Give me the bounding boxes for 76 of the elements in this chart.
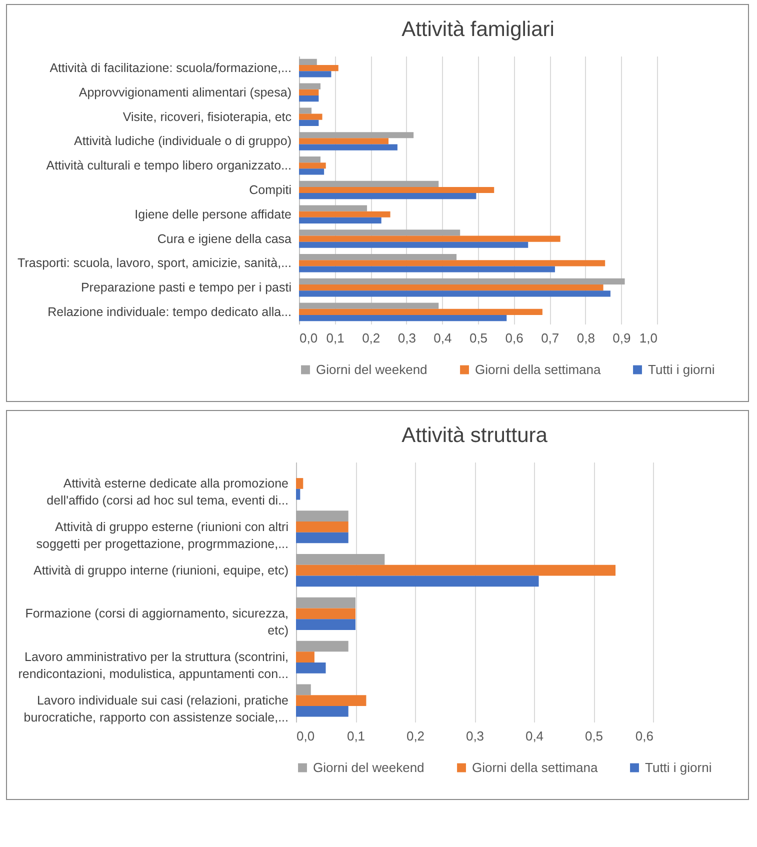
bar [299,254,457,260]
bar [299,120,319,126]
chart-title: Attività famigliari [402,18,554,41]
legend-label: Tutti i giorni [645,760,712,775]
y-tick-label: Visite, ricoveri, fisioterapia, etc [122,110,292,124]
y-tick-label: Preparazione pasti e tempo per i pasti [80,280,292,295]
y-tick-label: Attività di gruppo esterne (riunioni con altri soggetti per progettazione, progrmmazione,... [36,520,288,551]
bar [299,65,338,72]
bar [299,132,414,138]
legend-label: Giorni del weekend [316,362,428,377]
bar [299,302,439,309]
bar [299,266,555,272]
y-tick-label: Lavoro individuale sui casi (relazioni, pratiche burocratiche, rapporto con assistenze sociale,... [24,694,289,725]
bar [299,205,368,212]
bar [299,230,460,236]
chart-title: Attività struttura [402,424,548,447]
x-tick-label: 0,8 [576,330,595,346]
bar [299,162,326,169]
bar [299,96,319,102]
x-tick-label: 0,2 [362,330,380,346]
x-tick-label: 0,3 [466,728,484,744]
bar [299,211,390,218]
y-tick-label: Compiti [249,183,292,197]
x-tick-label: 0,1 [326,330,344,346]
y-tick-label: Attività di facilitazione: scuola/formazione,... [50,61,292,76]
x-tick-label: 0,6 [505,330,524,346]
y-tick-label: Cura e igiene della casa [157,232,292,246]
bar [299,278,625,284]
y-tick-label: Relazione individuale: tempo dedicato alla... [48,304,292,319]
bar [299,290,610,297]
bar [299,83,320,90]
y-tick-label: Trasporti: scuola, lavoro, sport, amicizie, sanità,... [18,256,292,270]
bar [299,89,319,96]
y-tick-label: Lavoro amministrativo per la struttura (scontrini, rendicontazioni, modulistica, appuntamenti con... [18,650,288,682]
y-tick-label: Igiene delle persone affidate [134,207,292,222]
bar [299,260,606,266]
legend-label: Giorni del weekend [313,760,424,775]
bar [299,138,388,144]
bar [299,308,542,315]
x-tick-label: 0,9 [612,330,631,346]
y-tick-label: Attività di gruppo interne (riunioni, equipe, etc) [33,563,288,578]
legend-label: Giorni della settimana [475,362,602,377]
bar [299,217,382,224]
bar [299,314,507,322]
bar [299,193,476,200]
bar [299,144,398,150]
y-tick-label: Attività culturali e tempo libero organizzato... [46,158,292,173]
bar [299,71,332,78]
y-tick-label: Approvvigionamenti alimentari (spesa) [78,85,292,100]
x-tick-label: 0,4 [434,330,452,346]
x-tick-label: 0,1 [346,728,366,744]
x-tick-label: 0,7 [541,330,560,346]
bar [299,156,320,163]
x-tick-label: 0,6 [635,728,654,744]
bar [299,186,494,194]
x-tick-label: 0,5 [584,728,604,744]
x-tick-label: 1,0 [639,330,658,346]
x-tick-label: 0,0 [300,330,318,346]
legend-label: Tutti i giorni [648,362,715,377]
bar [299,168,324,175]
bar [299,284,604,291]
x-tick-label: 0,4 [525,728,544,744]
y-tick-label: Formazione (corsi di aggiornamento, sicurezza, etc) [25,606,288,638]
y-tick-label: Attività ludiche (individuale o di gruppo) [74,134,292,148]
legend-label: Giorni della settimana [472,760,598,775]
bar [299,108,312,114]
bar [299,114,322,120]
bar [299,58,317,66]
x-tick-label: 0,2 [406,728,425,744]
y-tick-label: Attività esterne dedicate alla promozione dell'affido (corsi ad hoc sul tema, eventi di... [46,476,289,508]
bar [299,236,560,242]
bar [299,180,439,187]
x-tick-label: 0,0 [296,728,315,744]
x-tick-label: 0,3 [398,330,416,346]
x-tick-label: 0,5 [469,330,488,346]
bar [299,242,528,248]
